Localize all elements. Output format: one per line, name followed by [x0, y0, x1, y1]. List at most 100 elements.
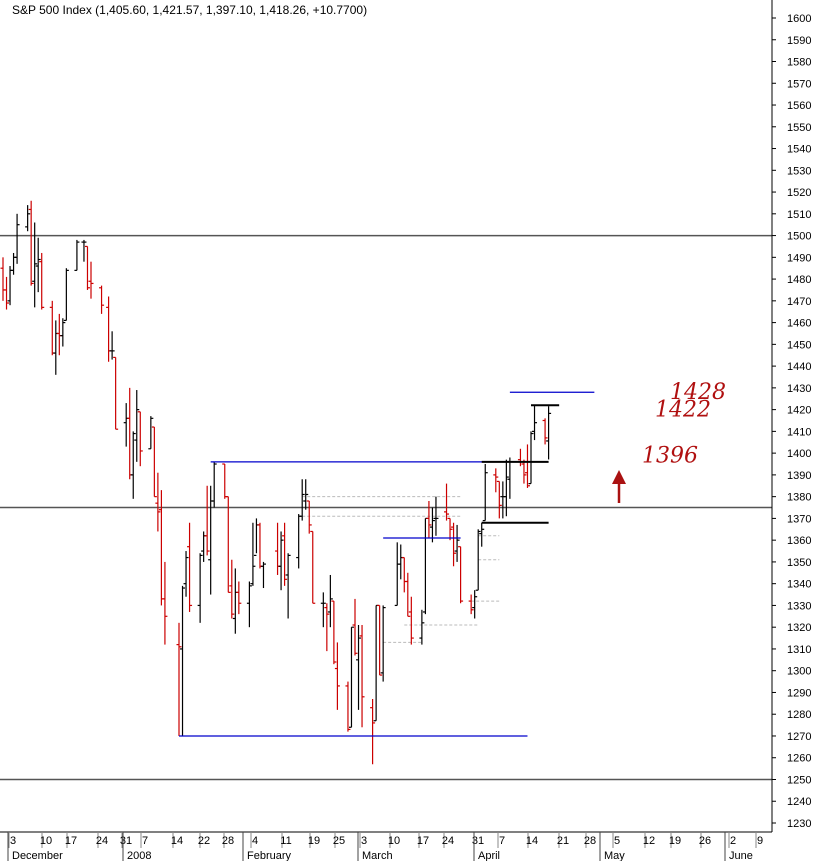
x-tick-label-6: 14 [171, 835, 183, 847]
y-tick-label-1370: 1370 [787, 513, 811, 525]
y-tick-label-1460: 1460 [787, 318, 811, 330]
x-tick-label-9: 4 [252, 835, 258, 847]
y-tick-label-1300: 1300 [787, 666, 811, 678]
ohlc-bar-2008-04-09 [451, 522, 457, 567]
ohlc-bar-2008-03-07 [334, 642, 340, 710]
ohlc-bar-2008-02-05 [225, 496, 231, 593]
x-tick-label-11: 19 [308, 835, 320, 847]
x-tick-label-16: 24 [442, 835, 454, 847]
ohlc-bar-2008-02-15 [260, 561, 266, 589]
ohlc-bar-2008-03-28 [408, 596, 414, 645]
y-tick-label-1470: 1470 [787, 296, 811, 308]
y-tick-label-1600: 1600 [787, 13, 811, 25]
ohlc-bar-2008-03-05 [327, 574, 333, 628]
x-tick-label-20: 21 [557, 835, 569, 847]
y-tick-label-1450: 1450 [787, 339, 811, 351]
ohlc-bar-2008-01-16 [155, 472, 161, 532]
ohlc-bar-2008-05-05 [542, 418, 548, 445]
ohlc-bar-2008-04-15 [472, 590, 478, 619]
ohlc-bar-2008-04-22 [496, 480, 502, 519]
annotation-1396: 1396 [642, 443, 698, 468]
ohlc-bar-2008-03-10 [345, 681, 351, 732]
y-tick-label-1430: 1430 [787, 383, 811, 395]
x-tick-label-26: 2 [730, 835, 736, 847]
ohlc-bar-2008-02-21 [282, 522, 288, 586]
y-tick-label-1440: 1440 [787, 361, 811, 373]
y-tick-label-1550: 1550 [787, 122, 811, 134]
dashed-levels [302, 496, 500, 643]
y-tick-label-1340: 1340 [787, 579, 811, 591]
month-label-5: May [604, 850, 625, 861]
ohlc-bar-2008-01-09 [130, 431, 136, 499]
ohlc-bar-2008-04-18 [482, 464, 488, 522]
ohlc-bar-2007-12-04 [4, 276, 10, 310]
x-tick-label-5: 7 [142, 835, 148, 847]
black-lines [481, 404, 560, 524]
ohlc-bar-2008-04-03 [429, 507, 435, 543]
ohlc-bar-2008-01-30 [204, 485, 210, 556]
ohlc-bar-2008-01-14 [148, 416, 154, 450]
ohlc-bar-2008-03-19 [377, 604, 383, 676]
x-tick-label-4: 31 [120, 835, 132, 847]
ohlc-bar-2008-03-11 [348, 626, 354, 728]
ohlc-bar-2007-12-24 [74, 239, 80, 271]
support-lines [179, 391, 595, 737]
y-tick-label-1310: 1310 [787, 644, 811, 656]
ohlc-bar-2008-02-11 [246, 581, 252, 628]
ohlc-bar-2007-12-31 [99, 285, 105, 314]
ohlc-bar-2008-05-02 [532, 405, 538, 441]
ohlc-bar-2008-01-10 [134, 390, 140, 462]
y-tick-label-1330: 1330 [787, 600, 811, 612]
ohlc-bar-2008-02-20 [278, 531, 284, 591]
ohlc-bar-2008-04-14 [468, 594, 474, 615]
x-tick-label-13: 3 [361, 835, 367, 847]
y-tick-label-1590: 1590 [787, 35, 811, 47]
x-tick-label-18: 7 [499, 835, 505, 847]
ohlc-bar-2008-01-18 [162, 561, 168, 645]
ohlc-bar-2008-04-17 [479, 522, 485, 547]
ohlc-bar-2008-01-24 [183, 551, 189, 597]
y-tick-label-1360: 1360 [787, 535, 811, 547]
annotation-1428: 1428 [670, 380, 726, 405]
ohlc-bar-2008-02-12 [250, 522, 256, 586]
x-tick-label-8: 28 [222, 835, 234, 847]
ohlc-bar-2008-01-04 [113, 356, 119, 430]
x-tick-label-3: 24 [96, 835, 108, 847]
ohlc-bar-2008-04-07 [444, 483, 450, 521]
ohlc-bar-2007-12-12 [32, 222, 38, 308]
x-tick-label-0: 3 [10, 835, 16, 847]
y-tick-label-1420: 1420 [787, 405, 811, 417]
y-tick-label-1530: 1530 [787, 165, 811, 177]
y-tick-label-1350: 1350 [787, 557, 811, 569]
x-tick-label-1: 10 [40, 835, 52, 847]
x-tick-label-14: 10 [388, 835, 400, 847]
month-label-3: March [362, 850, 393, 861]
price-bars [0, 200, 552, 765]
y-tick-label-1560: 1560 [787, 100, 811, 112]
ohlc-bar-2008-04-04 [433, 496, 439, 536]
y-tick-label-1320: 1320 [787, 622, 811, 634]
y-tick-label-1570: 1570 [787, 78, 811, 90]
ohlc-bar-2008-03-20 [380, 605, 386, 682]
ohlc-bar-2008-02-26 [299, 479, 305, 521]
y-tick-label-1290: 1290 [787, 687, 811, 699]
ohlc-bar-2008-04-11 [458, 546, 464, 604]
x-tick-label-17: 31 [472, 835, 484, 847]
x-tick-label-12: 25 [333, 835, 345, 847]
ohlc-bar-2008-04-29 [521, 459, 527, 484]
x-tick-label-15: 17 [417, 835, 429, 847]
y-tick-label-1250: 1250 [787, 774, 811, 786]
ohlc-bar-2008-01-11 [137, 411, 143, 467]
ohlc-bar-2008-02-06 [229, 559, 235, 619]
y-tick-label-1380: 1380 [787, 492, 811, 504]
ohlc-bar-2008-01-28 [197, 553, 203, 623]
month-label-1: 2008 [127, 850, 151, 861]
y-tick-label-1500: 1500 [787, 231, 811, 243]
y-tick-label-1580: 1580 [787, 57, 811, 69]
ohlc-bar-2007-12-13 [35, 237, 41, 293]
ohlc-bar-2008-02-29 [310, 530, 316, 604]
y-tick-label-1480: 1480 [787, 274, 811, 286]
